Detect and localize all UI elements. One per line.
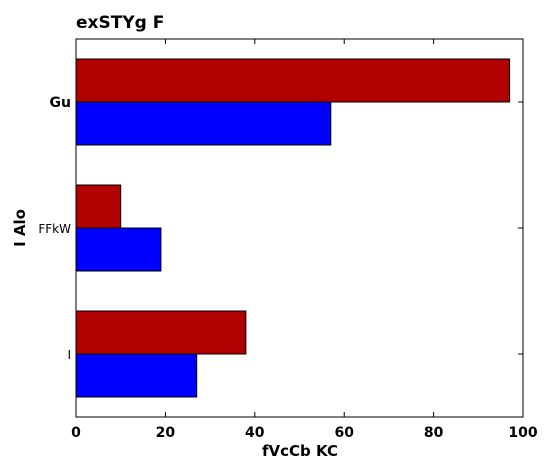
y-tick-label: Gu [50, 95, 71, 111]
ticks-layer: I FFkW Gu 0 20 40 60 80 100 [38, 39, 538, 441]
y-axis-label: I Alo [11, 209, 29, 247]
bar-red-FFkW [75, 184, 122, 229]
bars-layer [75, 58, 511, 398]
y-tick-label: FFkW [38, 222, 71, 236]
x-tick-label: 80 [424, 425, 444, 441]
bar-blue-Gu [75, 101, 332, 146]
x-axis-label: fVcCb KC [262, 442, 338, 460]
x-tick-label: 0 [71, 425, 81, 441]
chart-title: exSTYg F [76, 13, 164, 33]
bar-blue-I [75, 353, 198, 398]
x-tick-label: 100 [508, 425, 537, 441]
bar-red-I [75, 310, 247, 355]
bar-blue-FFkW [75, 227, 162, 272]
x-tick-label: 40 [245, 425, 265, 441]
x-tick-label: 60 [334, 425, 354, 441]
bar-red-Gu [75, 58, 511, 103]
x-tick-label: 20 [156, 425, 176, 441]
y-tick-label: I [67, 348, 71, 362]
